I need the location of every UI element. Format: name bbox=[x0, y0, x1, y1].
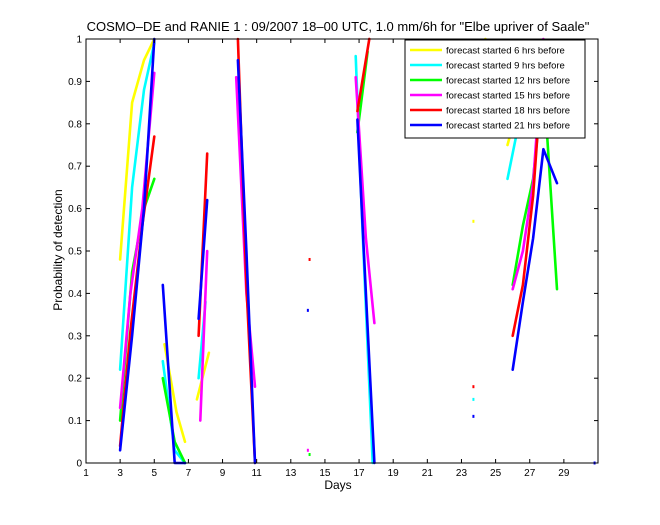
y-tick-label-0: 0 bbox=[76, 459, 82, 470]
series-4-line-3 bbox=[356, 37, 371, 113]
legend-label-2: forecast started 12 hrs before bbox=[446, 76, 570, 87]
x-tick-label-2: 5 bbox=[151, 468, 157, 479]
series-5-line-2 bbox=[197, 198, 209, 321]
series-1-point-0 bbox=[472, 397, 475, 401]
legend-label-0: forecast started 6 hrs before bbox=[446, 46, 565, 57]
series-4-point-1 bbox=[472, 385, 475, 389]
x-tick-label-13: 27 bbox=[524, 468, 536, 479]
y-tick-label-6: 0.6 bbox=[68, 204, 82, 215]
y-tick-label-7: 0.7 bbox=[68, 162, 82, 173]
series-5-line-4 bbox=[356, 118, 376, 465]
series-5-line-3 bbox=[236, 58, 257, 465]
y-axis-label: Probability of detection bbox=[51, 189, 65, 310]
y-tick-label-8: 0.8 bbox=[68, 119, 82, 130]
x-tick-label-11: 23 bbox=[456, 468, 468, 479]
x-tick-label-14: 29 bbox=[558, 468, 570, 479]
y-tick-label-4: 0.4 bbox=[68, 289, 82, 300]
series-0-point-0 bbox=[472, 219, 475, 223]
legend-box bbox=[404, 39, 586, 139]
x-tick-label-1: 3 bbox=[117, 468, 123, 479]
series-3-line-1 bbox=[199, 249, 209, 422]
series-2-line-1 bbox=[161, 376, 187, 465]
legend-label-5: forecast started 21 hrs before bbox=[446, 121, 570, 132]
y-tick-label-10: 1 bbox=[76, 35, 82, 46]
series-5-line-0 bbox=[118, 37, 156, 452]
x-tick-label-4: 9 bbox=[220, 468, 226, 479]
legend: forecast started 6 hrs before forecast st… bbox=[404, 39, 586, 139]
y-tick-label-3: 0.3 bbox=[68, 331, 82, 342]
x-tick-label-8: 17 bbox=[354, 468, 366, 479]
series-1-line-0 bbox=[118, 41, 156, 372]
series-2-point-0 bbox=[308, 453, 311, 457]
x-tick-label-6: 13 bbox=[285, 468, 297, 479]
series-5-line-1 bbox=[161, 283, 187, 465]
series-5-line-5 bbox=[511, 147, 559, 372]
y-tick-label-2: 0.2 bbox=[68, 374, 82, 385]
series-3-point-0 bbox=[306, 448, 309, 452]
x-tick-label-7: 15 bbox=[319, 468, 331, 479]
y-tick-label-1: 0.1 bbox=[68, 416, 82, 427]
series-5-point-1 bbox=[472, 414, 475, 418]
legend-label-4: forecast started 18 hrs before bbox=[446, 106, 570, 117]
series-0-line-0 bbox=[118, 37, 156, 261]
x-axis-label: Days bbox=[324, 478, 351, 492]
x-tick-label-0: 1 bbox=[83, 468, 89, 479]
series-5-point-0 bbox=[306, 308, 309, 312]
axes: 1 3 5 7 9 11 13 15 17 19 21 23 25 27 2900.10.20.30.40.… bbox=[68, 35, 599, 479]
legend-label-1: forecast started 9 hrs before bbox=[446, 61, 565, 72]
y-tick-label-5: 0.5 bbox=[68, 247, 82, 258]
x-tick-label-10: 21 bbox=[422, 468, 434, 479]
chart-title: COSMO–DE and RANIE 1 : 09/2007 18–00 UTC… bbox=[87, 19, 590, 34]
plot-area bbox=[118, 37, 596, 465]
x-tick-label-9: 19 bbox=[388, 468, 400, 479]
y-tick-label-9: 0.9 bbox=[68, 77, 82, 88]
legend-label-3: forecast started 15 hrs before bbox=[446, 91, 570, 102]
series-4-point-0 bbox=[308, 257, 311, 261]
x-tick-label-5: 11 bbox=[251, 468, 262, 479]
x-tick-label-3: 7 bbox=[186, 468, 192, 479]
x-tick-label-12: 25 bbox=[490, 468, 502, 479]
